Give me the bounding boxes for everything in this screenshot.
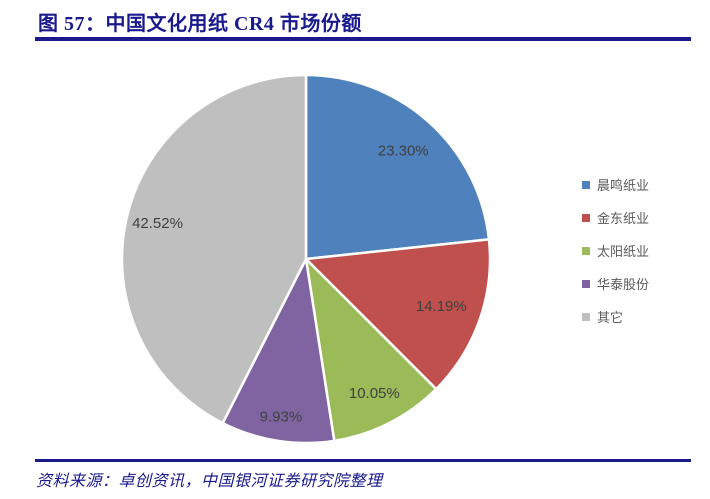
pie-slice-value-label: 9.93% xyxy=(260,409,303,426)
legend-item-金东纸业: 金东纸业 xyxy=(582,201,649,234)
legend-label: 金东纸业 xyxy=(597,211,650,226)
legend-marker-icon xyxy=(582,246,590,255)
pie-slice-其它 xyxy=(120,73,308,425)
pie-slice-太阳纸业 xyxy=(304,257,438,443)
title-divider xyxy=(35,37,691,41)
legend-label: 其它 xyxy=(597,310,624,325)
legend-label: 晨鸣纸业 xyxy=(597,178,650,193)
pie-slice-金东纸业 xyxy=(304,238,492,391)
source-note: 资料来源：卓创资讯，中国银河证券研究院整理 xyxy=(36,473,383,490)
chart-legend: 晨鸣纸业金东纸业太阳纸业华泰股份其它 xyxy=(582,168,649,333)
pie-slice-value-label: 10.05% xyxy=(349,385,400,402)
legend-item-太阳纸业: 太阳纸业 xyxy=(582,234,649,267)
pie-slice-value-label: 23.30% xyxy=(378,142,429,159)
pie-slice-晨鸣纸业 xyxy=(304,73,491,261)
legend-item-华泰股份: 华泰股份 xyxy=(582,267,649,300)
footer-divider xyxy=(35,459,691,462)
pie-slice-value-label: 14.19% xyxy=(416,298,467,315)
legend-item-其它: 其它 xyxy=(582,300,649,333)
legend-marker-icon xyxy=(582,213,590,222)
legend-label: 太阳纸业 xyxy=(597,244,650,259)
legend-item-晨鸣纸业: 晨鸣纸业 xyxy=(582,168,649,201)
legend-marker-icon xyxy=(582,279,590,288)
figure-title: 图 57：中国文化用纸 CR4 市场份额 xyxy=(38,13,362,35)
legend-label: 华泰股份 xyxy=(597,277,650,292)
pie-slice-value-label: 42.52% xyxy=(132,215,183,232)
legend-marker-icon xyxy=(582,180,590,189)
pie-slice-华泰股份 xyxy=(221,257,336,445)
legend-marker-icon xyxy=(582,312,590,321)
